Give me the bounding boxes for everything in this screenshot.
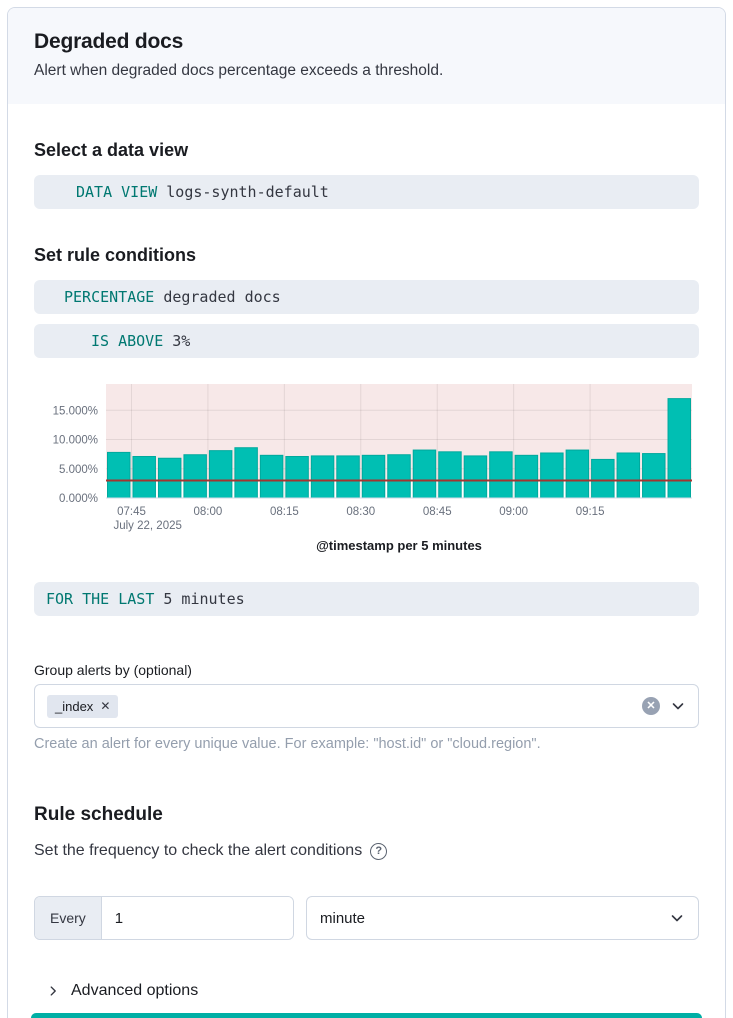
preview-chart: 0.000% 5.000% 10.000% 15.000% 07:45 08:00 08:1… (34, 378, 699, 556)
data-view-expression[interactable]: DATA VIEW logs-synth-default (34, 175, 699, 209)
svg-text:5.000%: 5.000% (59, 464, 98, 476)
svg-text:July 22, 2025: July 22, 2025 (113, 520, 181, 532)
svg-text:08:30: 08:30 (346, 506, 375, 518)
group-by-combobox[interactable]: _index ✕ ✕ (34, 684, 699, 728)
tag-remove-icon[interactable]: ✕ (100, 699, 111, 713)
interval-unit-select[interactable]: minute (306, 896, 699, 940)
svg-text:15.000%: 15.000% (53, 405, 98, 417)
time-window-expression-value: 5 minutes (163, 590, 245, 608)
page-subtitle: Alert when degraded docs percentage exce… (34, 62, 444, 79)
aggregation-expression-keyword: PERCENTAGE (64, 288, 155, 306)
group-by-tag-label: _index (55, 698, 94, 714)
rule-schedule-heading: Rule schedule (34, 804, 163, 825)
svg-text:0.000%: 0.000% (59, 493, 98, 505)
aggregation-expression[interactable]: PERCENTAGE degraded docs (34, 280, 699, 314)
chevron-down-icon[interactable] (670, 698, 686, 714)
chevron-down-icon (671, 915, 683, 922)
conditions-heading: Set rule conditions (34, 245, 197, 265)
data-view-heading: Select a data view (34, 140, 189, 160)
svg-text:09:00: 09:00 (499, 506, 528, 518)
svg-text:07:45: 07:45 (117, 506, 146, 518)
advanced-options-toggle[interactable]: Advanced options (34, 982, 699, 1000)
time-window-expression[interactable]: FOR THE LAST 5 minutes (34, 582, 699, 616)
svg-text:09:15: 09:15 (576, 506, 605, 518)
chevron-right-icon (50, 986, 56, 996)
svg-text:08:45: 08:45 (423, 506, 452, 518)
footer-accent-bar (31, 1013, 702, 1018)
threshold-expression-keyword: IS ABOVE (91, 332, 164, 350)
svg-text:08:00: 08:00 (194, 506, 223, 518)
page-title: Degraded docs (34, 30, 184, 53)
interval-value-input[interactable] (101, 897, 293, 939)
aggregation-expression-value: degraded docs (163, 288, 281, 306)
data-view-expression-value: logs-synth-default (166, 183, 329, 201)
interval-every-label: Every (35, 897, 102, 939)
interval-unit-value: minute (320, 909, 366, 927)
group-by-label: Group alerts by (optional) (34, 662, 192, 678)
clear-selection-icon[interactable]: ✕ (642, 697, 660, 715)
threshold-chart-svg: 0.000% 5.000% 10.000% 15.000% 07:45 08:00 08:1… (53, 384, 692, 553)
svg-text:@timestamp per 5 minutes: @timestamp per 5 minutes (316, 538, 482, 553)
advanced-options-label: Advanced options (71, 982, 199, 999)
threshold-expression[interactable]: IS ABOVE 3% (34, 324, 699, 358)
help-question-icon[interactable]: ? (370, 842, 388, 860)
threshold-expression-value: 3% (172, 332, 191, 350)
interval-input-group: Every (34, 896, 294, 940)
rule-flyout-panel: Degraded docs Alert when degraded docs p… (7, 7, 726, 1018)
group-by-help-text: Create an alert for every unique value. … (34, 736, 541, 752)
group-by-tag[interactable]: _index ✕ (47, 694, 119, 718)
rule-header: Degraded docs Alert when degraded docs p… (8, 8, 725, 104)
svg-text:08:15: 08:15 (270, 506, 299, 518)
svg-text:10.000%: 10.000% (53, 435, 98, 447)
schedule-description: Set the frequency to check the alert con… (34, 842, 363, 859)
data-view-expression-keyword: DATA VIEW (76, 183, 158, 201)
time-window-expression-keyword: FOR THE LAST (46, 590, 155, 608)
